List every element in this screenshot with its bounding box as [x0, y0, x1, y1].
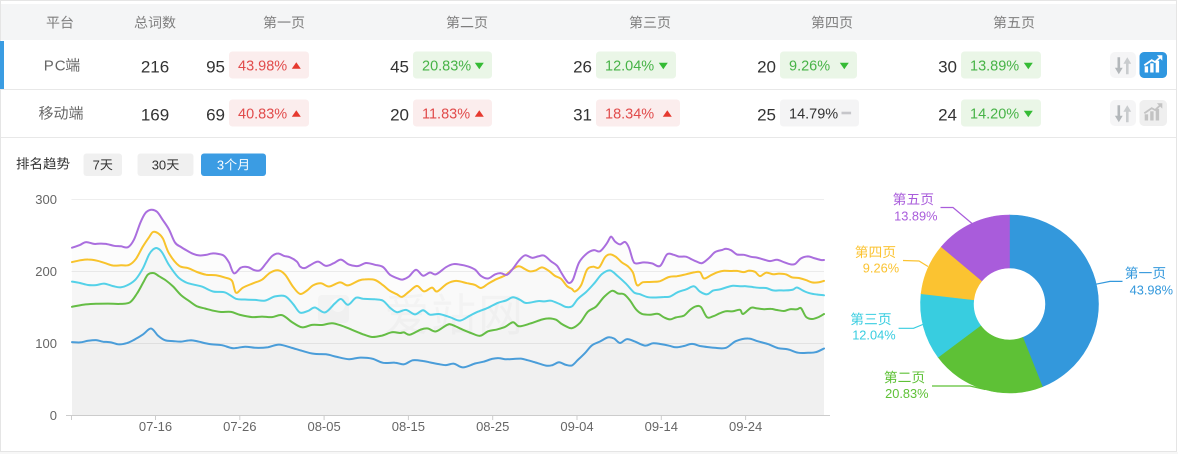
svg-text:26: 26	[573, 57, 592, 76]
svg-text:7: 7	[93, 157, 100, 172]
svg-text:20: 20	[390, 105, 409, 124]
svg-text:9.26%: 9.26%	[863, 260, 899, 275]
svg-text:25: 25	[757, 105, 776, 124]
svg-text:24: 24	[938, 105, 957, 124]
svg-text:200: 200	[35, 264, 57, 279]
svg-text:3: 3	[217, 157, 224, 172]
svg-text:169: 169	[141, 105, 169, 124]
svg-text:95: 95	[206, 57, 225, 76]
svg-text:09-14: 09-14	[645, 419, 678, 434]
svg-text:09-24: 09-24	[729, 419, 762, 434]
svg-text:43.98%: 43.98%	[1130, 283, 1173, 298]
svg-text:13.89%: 13.89%	[894, 208, 937, 223]
svg-text:20: 20	[757, 57, 776, 76]
svg-text:69: 69	[206, 105, 225, 124]
svg-text:43.98%: 43.98%	[238, 59, 287, 75]
svg-text:0: 0	[50, 408, 57, 423]
svg-text:09-04: 09-04	[560, 419, 593, 434]
svg-text:216: 216	[141, 57, 169, 76]
svg-text:PC: PC	[44, 58, 67, 75]
svg-text:07-26: 07-26	[223, 419, 256, 434]
svg-text:07-16: 07-16	[139, 419, 172, 434]
svg-text:13.89%: 13.89%	[970, 59, 1019, 75]
svg-text:12.04%: 12.04%	[605, 59, 654, 75]
svg-text:08-05: 08-05	[307, 419, 340, 434]
svg-text:14.79%: 14.79%	[789, 107, 838, 123]
svg-text:18.34%: 18.34%	[605, 107, 654, 123]
svg-text:11.83%: 11.83%	[422, 107, 470, 123]
svg-text:30: 30	[152, 157, 166, 172]
svg-text:08-25: 08-25	[476, 419, 509, 434]
svg-text:20.83%: 20.83%	[422, 59, 471, 75]
svg-text:100: 100	[35, 336, 57, 351]
svg-text:45: 45	[390, 57, 409, 76]
svg-text:12.04%: 12.04%	[852, 327, 895, 342]
svg-text:300: 300	[35, 192, 57, 207]
svg-text:31: 31	[573, 105, 592, 124]
svg-text:9.26%: 9.26%	[789, 59, 830, 75]
svg-text:08-15: 08-15	[392, 419, 425, 434]
svg-text:30: 30	[938, 57, 957, 76]
svg-text:20.83%: 20.83%	[885, 386, 928, 401]
svg-text:14.20%: 14.20%	[970, 107, 1019, 123]
svg-text:40.83%: 40.83%	[238, 107, 287, 123]
